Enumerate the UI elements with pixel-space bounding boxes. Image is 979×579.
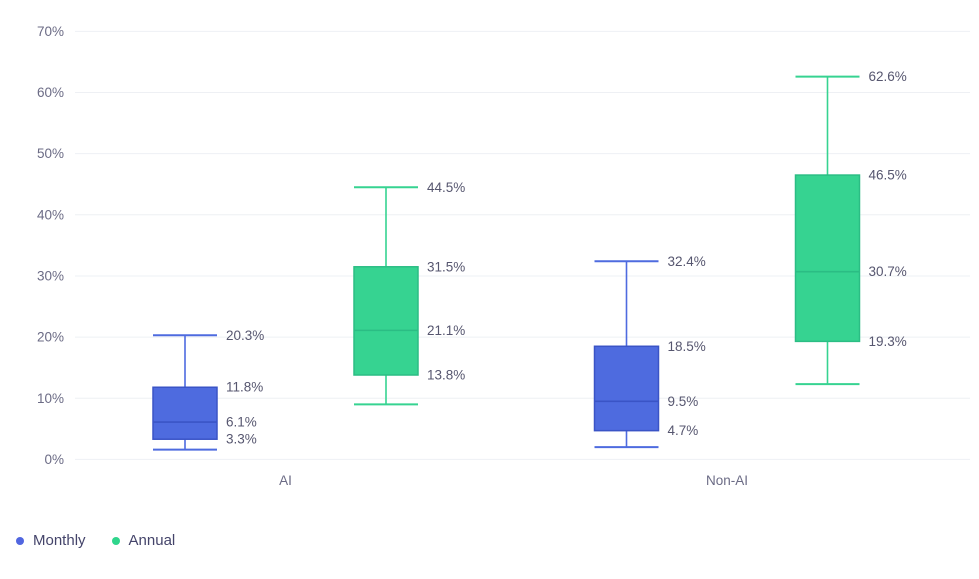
y-tick-label: 10% [37, 391, 64, 406]
y-tick-label: 40% [37, 207, 64, 222]
value-label-median-annual-non-ai: 30.7% [869, 264, 907, 279]
legend-dot-annual-icon [111, 536, 120, 545]
y-tick-label: 30% [37, 268, 64, 283]
value-label-median-monthly-ai: 6.1% [226, 415, 257, 430]
value-label-high-annual-non-ai: 62.6% [869, 69, 907, 84]
legend: Monthly Annual [16, 532, 175, 549]
box-monthly-non-ai[interactable] [593, 345, 660, 432]
y-tick-label: 70% [37, 24, 64, 39]
box-annual-non-ai[interactable] [794, 174, 861, 343]
value-label-q3-monthly-non-ai: 18.5% [668, 339, 706, 354]
value-label-high-monthly-non-ai: 32.4% [668, 254, 706, 269]
chart-canvas: 0% 10% 20% 30% 40% 50% 60% 70% 20.3% 11.8% 6.1% 3.3… [37, 24, 970, 488]
legend-item-annual[interactable]: Annual [111, 532, 176, 549]
value-label-q3-monthly-ai: 11.8% [226, 380, 263, 395]
value-label-q3-annual-non-ai: 46.5% [869, 168, 907, 183]
y-tick-label: 20% [37, 330, 64, 345]
legend-dot-monthly-icon [16, 536, 24, 545]
value-label-high-monthly-ai: 20.3% [226, 328, 264, 343]
box-annual-ai[interactable] [353, 266, 419, 376]
legend-label-annual: Annual [128, 532, 176, 549]
x-category-label-non-ai: Non-AI [706, 473, 748, 488]
value-label-q1-monthly-non-ai: 4.7% [668, 423, 699, 438]
value-label-q1-monthly-ai: 3.3% [226, 432, 257, 447]
value-label-q3-annual-ai: 31.5% [427, 259, 465, 274]
value-label-median-monthly-non-ai: 9.5% [668, 394, 699, 409]
legend-label-monthly: Monthly [33, 532, 86, 549]
legend-item-monthly[interactable]: Monthly [16, 532, 86, 549]
y-tick-label: 50% [37, 146, 64, 161]
value-label-median-annual-ai: 21.1% [427, 323, 465, 338]
y-tick-label: 0% [44, 452, 64, 467]
value-label-q1-annual-non-ai: 19.3% [869, 334, 907, 349]
box-monthly-ai[interactable] [152, 386, 218, 440]
value-label-q1-annual-ai: 13.8% [427, 368, 465, 383]
y-tick-label: 60% [37, 85, 64, 100]
value-label-high-annual-ai: 44.5% [427, 180, 465, 195]
x-category-label-ai: AI [279, 473, 292, 488]
